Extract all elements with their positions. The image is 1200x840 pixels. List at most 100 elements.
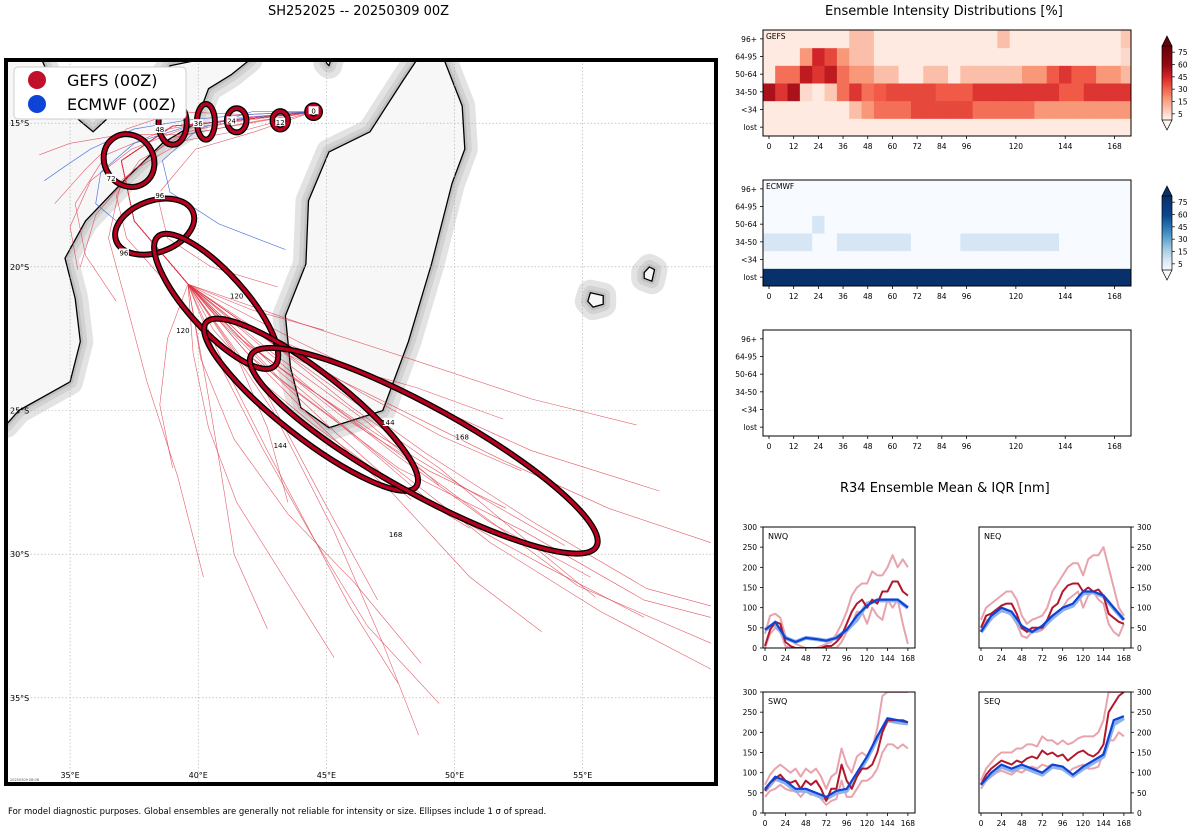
- heat-cell: [898, 83, 912, 102]
- heat-cell: [1034, 197, 1048, 216]
- colorbar-step: [1162, 101, 1172, 104]
- r34-plot-area: [979, 546, 1126, 639]
- heat-cell: [812, 83, 826, 102]
- ellipse-hour-144: [201, 315, 421, 494]
- heat-cell: [935, 233, 949, 252]
- ellipse-label: 168: [456, 432, 469, 441]
- ellipse-label: 144: [381, 418, 395, 427]
- heat-cell: [861, 180, 875, 199]
- heat-cell: [799, 233, 813, 252]
- heat-cell: [836, 83, 850, 102]
- heat-cell: [1009, 118, 1023, 137]
- heat-cell: [861, 197, 875, 216]
- x-tick-label: 72: [912, 292, 922, 301]
- heat-cell: [898, 233, 912, 252]
- heat-cell: [1034, 100, 1048, 119]
- heat-cell: [1022, 47, 1035, 66]
- gefs-mean-line: [980, 582, 1125, 633]
- heat-cell: [1022, 180, 1035, 199]
- heat-cell: [812, 250, 826, 269]
- heat-cell: [873, 268, 887, 287]
- ellipse-label-bg: [275, 440, 286, 449]
- heat-cell: [799, 215, 813, 234]
- heat-cell: [1059, 83, 1072, 102]
- heat-cell: [1059, 233, 1072, 252]
- colorbar-step: [1162, 253, 1172, 256]
- ellipse-label: 96: [118, 248, 129, 257]
- colorbar-step: [1162, 97, 1172, 101]
- ecmwf-member-track: [95, 111, 314, 222]
- heat-cell: [923, 83, 937, 102]
- heat-cell: [836, 180, 850, 199]
- ellipse-fill: [270, 109, 290, 132]
- x-tick-label: 96: [962, 142, 972, 151]
- x-tick-label: 0: [979, 819, 984, 828]
- heat-cell: [836, 215, 850, 234]
- colorbar-step: [1162, 79, 1172, 82]
- heat-cell: [960, 180, 974, 199]
- heat-cell: [799, 197, 813, 216]
- heat-cell: [873, 180, 887, 199]
- colorbar-step: [1162, 90, 1172, 93]
- r34-swq: SWQ 0 24 48 72 96 120 144 168 0 50 100 150 200 250 300: [743, 688, 916, 828]
- heat-cell: [775, 215, 789, 234]
- heat-cell: [947, 65, 961, 84]
- heat-cell: [799, 47, 813, 66]
- colorbar-step: [1162, 210, 1172, 214]
- quadrant-label: NEQ: [984, 532, 1001, 541]
- heat-cell: [1059, 47, 1072, 66]
- heat-cell: [1071, 30, 1085, 49]
- heat-cell: [935, 250, 949, 269]
- x-tick-label: 72: [912, 442, 922, 451]
- r34-title: R34 Ensemble Mean & IQR [nm]: [840, 481, 1050, 496]
- x-tick-label: 144: [880, 819, 895, 828]
- gefs-member-track: [108, 111, 314, 578]
- colorbar-tick-label: 75: [1178, 48, 1188, 57]
- colorbar-tick-label: 60: [1178, 211, 1188, 220]
- heat-cell: [1009, 47, 1023, 66]
- heat-cell: [849, 250, 863, 269]
- ellipse-hour-0: [304, 102, 323, 122]
- heat-cell: [763, 180, 776, 199]
- ellipse-label: 24: [226, 116, 237, 125]
- heat-cell: [824, 47, 838, 66]
- ellipse-label-text: 144: [274, 442, 288, 450]
- x-tick-label: 48: [801, 654, 811, 663]
- heat-cell: [923, 65, 937, 84]
- heat-cell: [1096, 100, 1109, 119]
- heat-cell: [1046, 268, 1060, 287]
- y-tick-label: 150: [743, 749, 758, 758]
- colorbar-tick-label: 45: [1178, 73, 1188, 82]
- heat-cell: [935, 100, 949, 119]
- heat-cell: [1034, 250, 1048, 269]
- heat-cell: [947, 30, 961, 49]
- colorbar-tick-label: 60: [1178, 61, 1188, 70]
- colorbar-step: [1162, 58, 1172, 62]
- heat-cell: [787, 180, 801, 199]
- colorbar-tick-label: 5: [1178, 110, 1183, 119]
- heat-cell: [923, 118, 937, 137]
- heat-cell: [972, 47, 986, 66]
- heat-cell: [763, 65, 776, 84]
- heat-cell: [1071, 47, 1085, 66]
- y-tick-label: 300: [743, 688, 758, 697]
- heat-cell: [824, 215, 838, 234]
- ellipse-label-text: 96: [119, 249, 128, 257]
- heat-cell: [960, 118, 974, 137]
- heat-cell: [1108, 65, 1122, 84]
- heat-cell: [1046, 180, 1060, 199]
- heat-cell: [861, 100, 875, 119]
- track-map: 0 12 24 36 48 72 96 96 120 120 144 144 168 168 35°E 40°…: [4, 58, 718, 786]
- x-tick-label: 0: [767, 442, 772, 451]
- heat-cell: [1046, 118, 1060, 137]
- colorbar-step: [1162, 60, 1172, 64]
- ellipse-label-text: 96: [155, 192, 164, 200]
- heat-cell: [1034, 215, 1048, 234]
- colorbar-bottom-arrow: [1161, 269, 1173, 281]
- colorbar-step: [1162, 84, 1172, 88]
- heat-cell: [873, 118, 887, 137]
- ellipse-label-bg: [193, 119, 204, 128]
- heat-cell: [985, 197, 998, 216]
- ellipse-label: 144: [274, 440, 288, 450]
- x-tick-label: 96: [1058, 654, 1068, 663]
